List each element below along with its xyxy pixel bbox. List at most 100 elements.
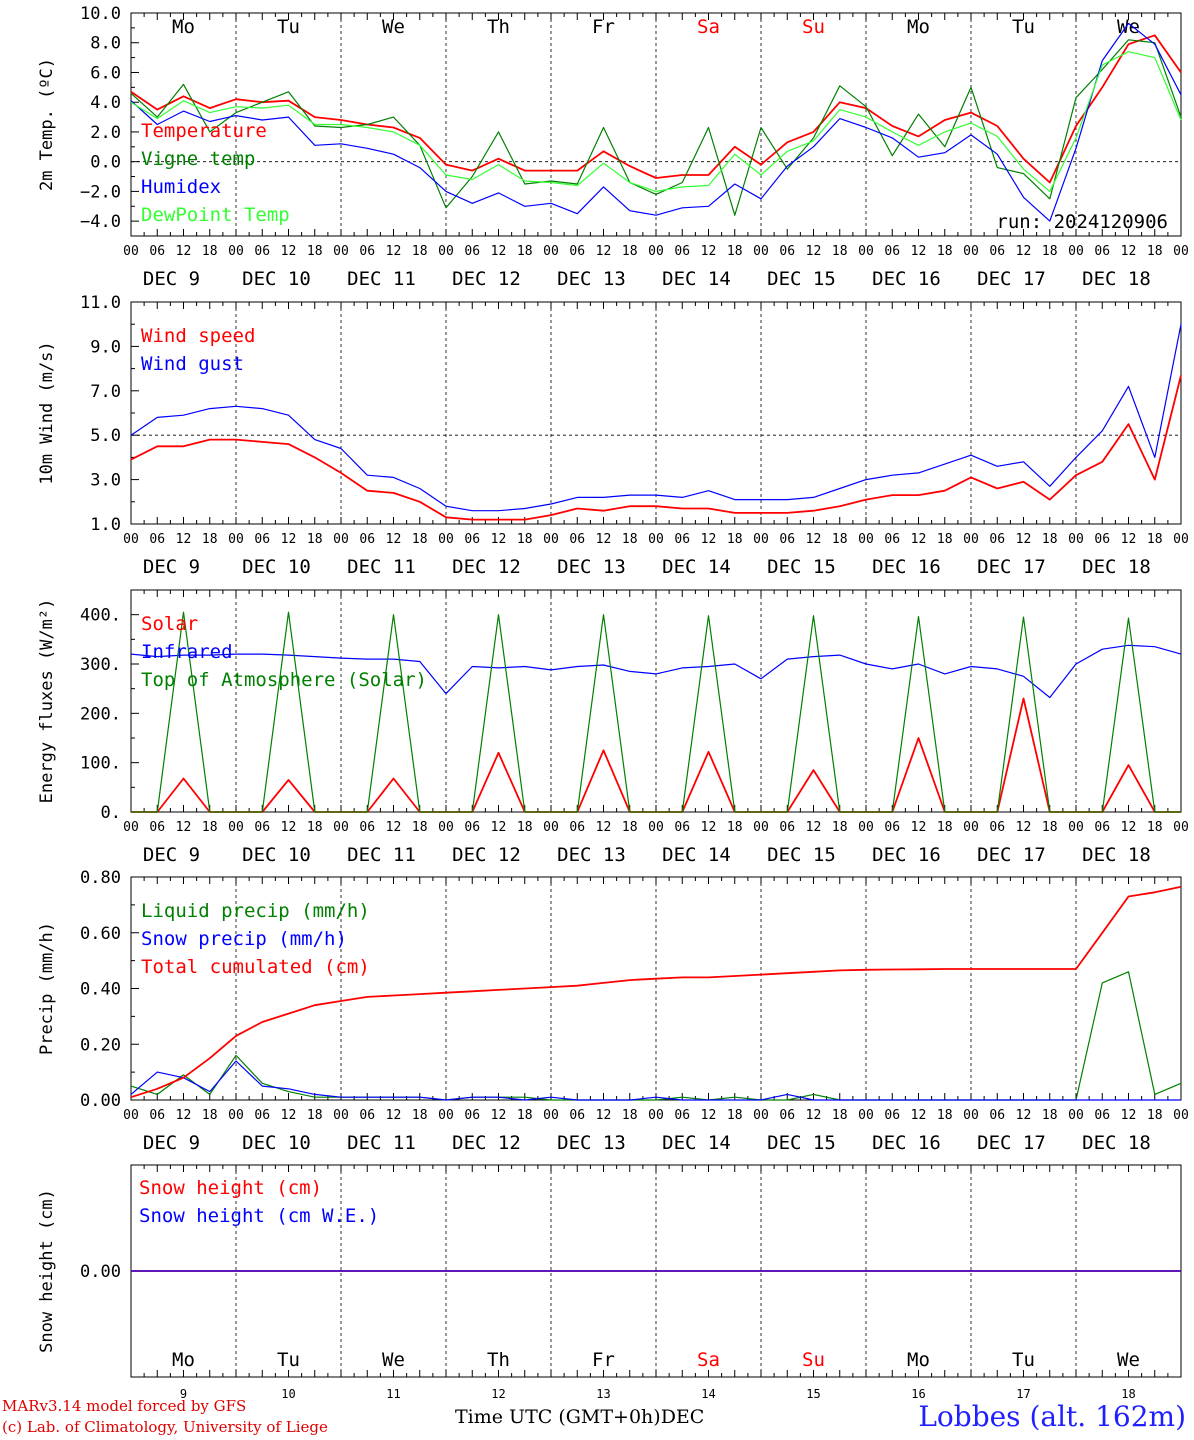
- hour-tick-label: 12: [1016, 532, 1032, 547]
- legend-entry: Top of Atmosphere (Solar): [141, 669, 427, 691]
- hour-tick-label: 06: [989, 1108, 1005, 1123]
- hour-tick-label: 00: [753, 532, 769, 547]
- hour-tick-label: 18: [937, 1108, 953, 1123]
- hour-tick-label: 06: [989, 244, 1005, 259]
- hour-tick-label: 12: [281, 532, 297, 547]
- y-tick-label: 4.0: [90, 93, 121, 113]
- day-label: DEC 13: [557, 268, 626, 290]
- legend-entry: Humidex: [141, 176, 221, 198]
- hour-tick-label: 18: [727, 532, 743, 547]
- hour-tick-label: 18: [727, 244, 743, 259]
- y-tick-label: 3.0: [90, 471, 121, 491]
- hour-tick-label: 06: [359, 1108, 375, 1123]
- day-label: DEC 14: [662, 556, 731, 578]
- day-label: DEC 9: [143, 268, 200, 290]
- y-tick-label: 0.0: [90, 153, 121, 173]
- hour-tick-label: 12: [911, 1108, 927, 1123]
- weekday-label: Tu: [1012, 16, 1035, 38]
- day-label: DEC 17: [977, 556, 1046, 578]
- time-axis-label: Time UTC (GMT+0h): [455, 1406, 661, 1428]
- legend-entry: Liquid precip (mm/h): [141, 900, 370, 922]
- y-axis-label: Precip (mm/h): [37, 922, 57, 1055]
- hour-tick-label: 12: [281, 1108, 297, 1123]
- hour-tick-label: 00: [333, 532, 349, 547]
- day-label: DEC 12: [452, 844, 521, 866]
- hour-tick-label: 00: [1173, 820, 1189, 835]
- hour-tick-label: 18: [832, 820, 848, 835]
- hour-tick-label: 06: [359, 532, 375, 547]
- day-label: DEC 15: [767, 268, 836, 290]
- hour-tick-label: 06: [254, 244, 270, 259]
- hour-tick-label: 12: [1016, 820, 1032, 835]
- hour-tick-label: 18: [307, 820, 323, 835]
- hour-tick-label: 06: [779, 1108, 795, 1123]
- hour-tick-label: 06: [254, 1108, 270, 1123]
- hour-tick-label: 12: [386, 820, 402, 835]
- plot-frame: [130, 12, 1182, 237]
- y-tick-label: 5.0: [90, 426, 121, 446]
- weekday-label: We: [382, 16, 405, 38]
- weekday-label: Tu: [1012, 1349, 1035, 1371]
- hour-tick-label: 18: [517, 244, 533, 259]
- credit-line-2: (c) Lab. of Climatology, University of L…: [2, 1418, 328, 1436]
- hour-tick-label: 06: [884, 1108, 900, 1123]
- hour-tick-label: 18: [622, 532, 638, 547]
- hour-tick-label: 00: [438, 820, 454, 835]
- hour-tick-label: 12: [386, 244, 402, 259]
- day-number-label: 11: [386, 1387, 400, 1401]
- hour-tick-label: 06: [1094, 532, 1110, 547]
- hour-tick-label: 18: [307, 1108, 323, 1123]
- weekday-label: Sa: [697, 16, 720, 38]
- legend-entry: Infrared: [141, 641, 233, 663]
- legend-entry: Snow height (cm W.E.): [139, 1205, 379, 1227]
- panel-2: 11.0 9.0 7.0 5.0 3.0 1.0 10m Wind (m/s) 00 06 12 1…: [37, 293, 1189, 578]
- hour-tick-label: 00: [963, 532, 979, 547]
- hour-tick-label: 06: [569, 1108, 585, 1123]
- credit-line-1: MARv3.14 model forced by GFS: [2, 1397, 247, 1415]
- hour-tick-label: 06: [884, 532, 900, 547]
- hour-tick-label: 00: [753, 1108, 769, 1123]
- day-number-label: 16: [911, 1387, 925, 1401]
- hour-tick-label: 06: [569, 244, 585, 259]
- day-label: DEC 11: [347, 844, 416, 866]
- hour-tick-label: 00: [543, 820, 559, 835]
- day-number-label: 12: [491, 1387, 505, 1401]
- weekday-label: Th: [487, 1349, 510, 1371]
- hour-tick-label: 18: [1147, 1108, 1163, 1123]
- hour-tick-label: 18: [412, 532, 428, 547]
- hour-tick-label: 18: [1147, 820, 1163, 835]
- day-number-label: 10: [281, 1387, 295, 1401]
- hour-tick-label: 12: [386, 532, 402, 547]
- y-tick-label: 9.0: [90, 337, 121, 357]
- hour-tick-label: 18: [832, 532, 848, 547]
- hour-tick-label: 00: [228, 820, 244, 835]
- hour-tick-label: 00: [753, 820, 769, 835]
- day-label: DEC 15: [767, 844, 836, 866]
- hour-tick-label: 06: [1094, 1108, 1110, 1123]
- hour-tick-label: 00: [1173, 244, 1189, 259]
- day-label: DEC 16: [872, 556, 941, 578]
- hour-tick-label: 18: [1147, 244, 1163, 259]
- hour-tick-label: 18: [517, 1108, 533, 1123]
- month-label: DEC: [660, 1406, 705, 1428]
- day-label: DEC 13: [557, 1132, 626, 1154]
- day-number-label: 18: [1121, 1387, 1135, 1401]
- panel-1: 10.0 8.0 6.0 4.0 2.0 0.0 −2.0 −4.0 2m Temp. (ºC)…: [37, 4, 1189, 290]
- day-label: DEC 13: [557, 556, 626, 578]
- hour-tick-label: 12: [596, 1108, 612, 1123]
- day-label: DEC 11: [347, 268, 416, 290]
- hour-tick-label: 12: [911, 532, 927, 547]
- weekday-label: Mo: [172, 1349, 195, 1371]
- hour-tick-label: 12: [911, 820, 927, 835]
- day-number-label: 9: [180, 1387, 187, 1401]
- hour-tick-label: 12: [701, 820, 717, 835]
- hour-tick-label: 18: [412, 1108, 428, 1123]
- hour-tick-label: 18: [517, 820, 533, 835]
- hour-tick-label: 00: [333, 820, 349, 835]
- hour-tick-label: 12: [176, 532, 192, 547]
- hour-tick-label: 12: [911, 244, 927, 259]
- day-number-label: 15: [806, 1387, 820, 1401]
- hour-tick-label: 18: [202, 820, 218, 835]
- hour-tick-label: 00: [1068, 532, 1084, 547]
